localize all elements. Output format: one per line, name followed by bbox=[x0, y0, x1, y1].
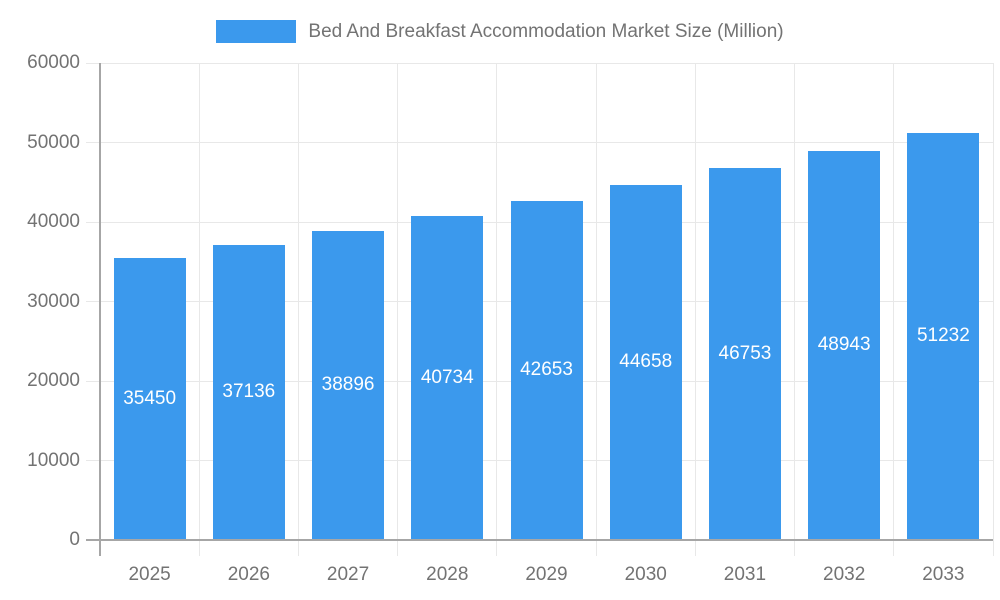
bar-value-label: 48943 bbox=[817, 333, 871, 355]
legend: Bed And Breakfast Accommodation Market S… bbox=[0, 20, 1000, 43]
bar: 35450 bbox=[113, 258, 186, 539]
v-gridline bbox=[694, 63, 696, 556]
h-gridline bbox=[86, 62, 993, 64]
v-gridline bbox=[595, 63, 597, 556]
y-axis-tick-label: 30000 bbox=[27, 290, 80, 312]
bar: 46753 bbox=[708, 168, 781, 539]
y-axis-tick-label: 10000 bbox=[27, 449, 80, 471]
bar: 44658 bbox=[609, 184, 682, 539]
bar-value-label: 38896 bbox=[321, 373, 375, 395]
v-gridline bbox=[992, 63, 994, 556]
legend-label: Bed And Breakfast Accommodation Market S… bbox=[308, 20, 784, 42]
y-axis-tick-label: 20000 bbox=[27, 370, 80, 391]
y-axis-line bbox=[99, 63, 101, 556]
x-axis-tick-label: 2029 bbox=[525, 564, 568, 585]
v-gridline bbox=[397, 63, 399, 556]
bar-value-label: 37136 bbox=[222, 380, 276, 402]
bar: 51232 bbox=[907, 132, 980, 539]
h-gridline bbox=[86, 142, 993, 143]
x-axis-tick-label: 2032 bbox=[823, 564, 866, 585]
bar-value-label: 51232 bbox=[916, 324, 970, 346]
bar: 48943 bbox=[808, 150, 881, 539]
x-axis-tick-label: 2028 bbox=[426, 564, 469, 585]
bar: 42653 bbox=[510, 200, 583, 539]
x-axis-line bbox=[86, 539, 993, 541]
y-axis-tick-label: 50000 bbox=[27, 131, 80, 153]
bar: 38896 bbox=[312, 230, 385, 539]
y-axis-tick-label: 60000 bbox=[27, 52, 80, 73]
x-axis-tick-label: 2033 bbox=[922, 564, 965, 585]
x-axis-tick-label: 2025 bbox=[128, 564, 171, 585]
v-gridline bbox=[794, 63, 796, 556]
v-gridline bbox=[496, 63, 498, 556]
x-axis-tick-label: 2030 bbox=[624, 564, 667, 585]
v-gridline bbox=[893, 63, 895, 556]
bar-value-label: 35450 bbox=[123, 387, 177, 409]
bar-value-label: 42653 bbox=[520, 358, 573, 380]
v-gridline bbox=[198, 63, 200, 556]
bar: 37136 bbox=[212, 244, 285, 539]
legend-swatch bbox=[216, 20, 297, 43]
y-axis-tick-label: 40000 bbox=[27, 211, 80, 232]
x-axis-tick-label: 2026 bbox=[227, 564, 270, 585]
y-axis-tick-label: 0 bbox=[69, 529, 80, 550]
x-axis-tick-label: 2031 bbox=[723, 564, 767, 585]
x-axis-tick-label: 2027 bbox=[326, 564, 370, 585]
bar: 40734 bbox=[411, 216, 484, 539]
bar-value-label: 46753 bbox=[718, 342, 772, 364]
bar-value-label: 40734 bbox=[420, 366, 474, 388]
bar-value-label: 44658 bbox=[619, 350, 673, 372]
v-gridline bbox=[297, 63, 299, 556]
